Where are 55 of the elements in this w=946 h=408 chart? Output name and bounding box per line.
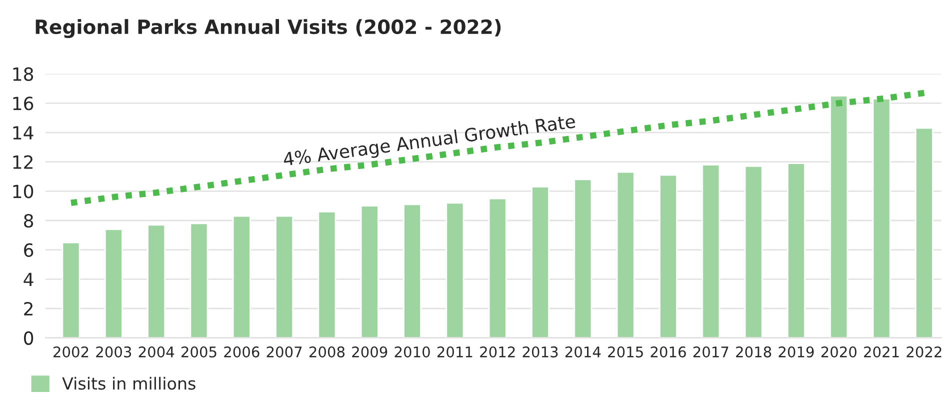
bar bbox=[104, 228, 123, 338]
x-tick-label: 2004 bbox=[138, 346, 174, 358]
x-tick-label: 2012 bbox=[480, 346, 515, 358]
bar bbox=[830, 95, 848, 338]
x-tick-label: 2018 bbox=[736, 346, 772, 358]
bar bbox=[318, 211, 336, 338]
bar bbox=[914, 127, 934, 338]
y-tick-label: 4 bbox=[24, 272, 34, 286]
bar bbox=[787, 162, 806, 338]
bar bbox=[744, 166, 763, 338]
bar bbox=[659, 174, 678, 338]
x-tick-label: 2005 bbox=[181, 346, 216, 358]
bar bbox=[872, 98, 891, 338]
chart-title: Regional Parks Annual Visits (2002 - 2022) bbox=[36, 19, 501, 38]
bar bbox=[616, 171, 635, 338]
x-tick-label: 2010 bbox=[394, 346, 430, 358]
bar bbox=[446, 202, 464, 338]
x-tick-label: 2009 bbox=[352, 346, 388, 358]
x-tick-label: 2015 bbox=[608, 346, 643, 358]
x-tick-label: 2006 bbox=[224, 346, 260, 358]
bar bbox=[147, 224, 166, 338]
bar bbox=[531, 186, 550, 338]
bar bbox=[702, 164, 720, 338]
x-tick-label: 2016 bbox=[650, 346, 686, 358]
legend-label: Visits in millions bbox=[62, 376, 196, 390]
bar bbox=[360, 205, 379, 338]
y-tick-label: 0 bbox=[24, 331, 34, 345]
y-tick-label: 2 bbox=[24, 302, 32, 316]
y-tick-label: 12 bbox=[13, 155, 32, 169]
x-tick-label: 2008 bbox=[309, 346, 345, 358]
x-tick-label: 2013 bbox=[522, 346, 558, 358]
annotation: 4% Average Annual Growth Rate bbox=[282, 114, 576, 170]
y-tick-label: 14 bbox=[13, 126, 34, 140]
x-tick-label: 2007 bbox=[266, 346, 302, 358]
x-tick-label: 2019 bbox=[778, 346, 814, 358]
x-tick-label: 2021 bbox=[864, 346, 899, 358]
x-tick-label: 2014 bbox=[565, 346, 601, 358]
x-tick-label: 2003 bbox=[96, 346, 132, 358]
bar bbox=[62, 242, 80, 338]
x-tick-label: 2017 bbox=[693, 346, 728, 358]
bar bbox=[403, 204, 422, 338]
x-tick-label: 2022 bbox=[906, 346, 942, 358]
x-tick-label: 2002 bbox=[54, 346, 88, 358]
bar bbox=[574, 178, 592, 338]
bar bbox=[488, 198, 507, 338]
x-tick-label: 2020 bbox=[821, 346, 856, 358]
x-tick-label: 2011 bbox=[437, 346, 472, 358]
y-tick-label: 16 bbox=[13, 96, 34, 110]
bar bbox=[275, 215, 294, 338]
y-tick-label: 8 bbox=[24, 214, 34, 228]
y-tick-label: 6 bbox=[24, 243, 34, 257]
bar bbox=[190, 222, 208, 338]
y-tick-label: 18 bbox=[13, 67, 34, 81]
bar bbox=[232, 215, 251, 338]
y-tick-label: 10 bbox=[13, 184, 34, 198]
